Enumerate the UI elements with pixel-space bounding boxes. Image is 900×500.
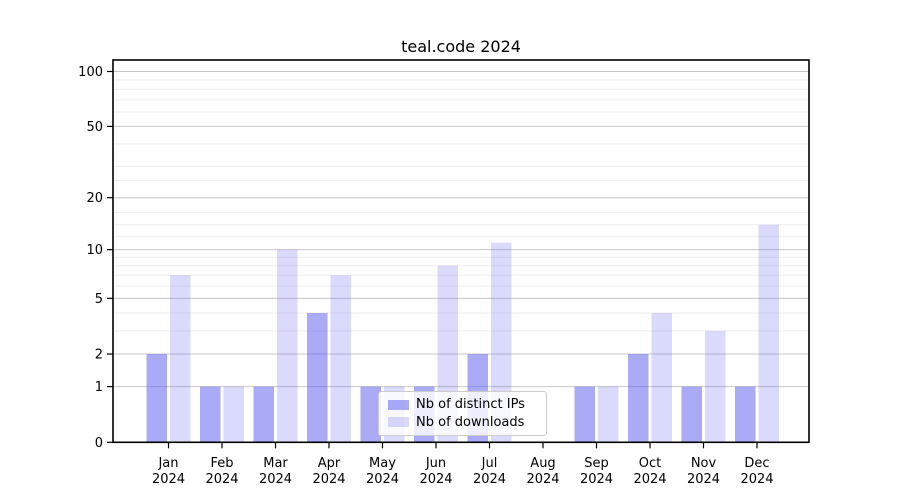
legend-swatch-downloads [388, 417, 409, 428]
legend-item-distinct-ips: Nb of distinct IPs [388, 397, 538, 412]
x-tick-label-month: Jul [481, 456, 498, 471]
x-tick-label-year: 2024 [740, 472, 773, 487]
bar-downloads [758, 224, 779, 443]
x-tick-label-year: 2024 [473, 472, 506, 487]
x-tick-label-month: Nov [691, 456, 717, 471]
x-tick-label-month: Feb [210, 456, 233, 471]
x-tick-label-month: Mar [263, 456, 288, 471]
bar-downloads [170, 275, 191, 443]
bar-downloads [651, 312, 672, 443]
axes-spines [112, 59, 810, 444]
legend-label-downloads: Nb of downloads [416, 414, 525, 430]
x-tick-label-month: May [369, 456, 396, 471]
y-tick-label: 20 [86, 191, 103, 206]
x-tick-label-year: 2024 [580, 472, 613, 487]
bar-distinct-ips [681, 386, 702, 443]
bar-downloads [277, 249, 298, 443]
bar-distinct-ips [360, 386, 381, 443]
x-tick-label-year: 2024 [259, 472, 292, 487]
y-tick-label: 2 [95, 348, 103, 363]
x-tick-label-month: Dec [744, 456, 769, 471]
chart-title: teal.code 2024 [401, 37, 521, 56]
x-tick-label-year: 2024 [152, 472, 185, 487]
x-tick-label-year: 2024 [687, 472, 720, 487]
legend: Nb of distinct IPs Nb of downloads [378, 391, 547, 436]
bar-distinct-ips [307, 312, 328, 443]
x-tick-label-month: Oct [639, 456, 661, 471]
y-tick-label: 100 [78, 65, 103, 80]
y-tick-label: 10 [86, 243, 103, 258]
x-tick-label-month: Jun [425, 456, 446, 471]
bar-downloads [223, 386, 244, 443]
y-tick-label: 1 [95, 380, 103, 395]
bar-downloads [330, 275, 351, 443]
bar-distinct-ips [574, 386, 595, 443]
x-tick-label-month: Jan [157, 456, 178, 471]
y-tick-label: 50 [86, 120, 103, 135]
y-tick-label: 0 [95, 436, 103, 451]
x-tick-label-year: 2024 [312, 472, 345, 487]
bar-distinct-ips [146, 354, 167, 443]
y-tick-label: 5 [95, 292, 103, 307]
legend-item-downloads: Nb of downloads [388, 415, 538, 430]
x-tick-label-year: 2024 [633, 472, 666, 487]
x-tick-label-year: 2024 [366, 472, 399, 487]
bar-downloads [705, 330, 726, 443]
x-tick-label-month: Apr [318, 456, 341, 471]
bar-distinct-ips [628, 354, 649, 443]
x-tick-label-year: 2024 [419, 472, 452, 487]
bar-downloads [598, 386, 619, 443]
bar-distinct-ips [253, 386, 274, 443]
x-tick-label-year: 2024 [526, 472, 559, 487]
x-tick-label-month: Sep [584, 456, 609, 471]
bar-distinct-ips [200, 386, 221, 443]
legend-swatch-distinct-ips [388, 399, 409, 410]
bar-distinct-ips [735, 386, 756, 443]
x-tick-label-month: Aug [530, 456, 555, 471]
x-tick-label-year: 2024 [205, 472, 238, 487]
legend-label-distinct-ips: Nb of distinct IPs [416, 397, 525, 413]
